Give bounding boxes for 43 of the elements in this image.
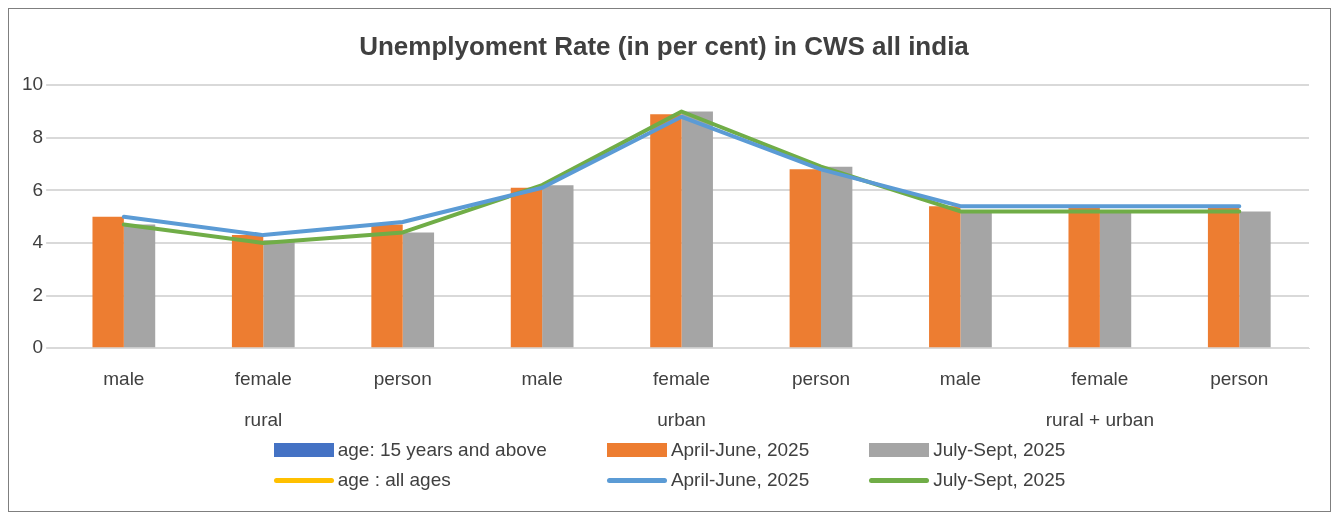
legend-label: age: 15 years and above	[337, 439, 547, 461]
bar	[929, 206, 961, 348]
bar	[821, 166, 853, 348]
x-tick-label: person	[791, 367, 851, 389]
bar	[402, 232, 435, 348]
text: urban	[657, 409, 706, 431]
bar	[960, 211, 992, 348]
bar	[231, 235, 264, 348]
y-tick-label: 8	[32, 126, 44, 148]
bar	[123, 224, 156, 348]
bar	[789, 169, 821, 348]
legend-label: April-June, 2025	[670, 469, 810, 491]
bar	[1068, 206, 1100, 348]
legend-label: July-Sept, 2025	[933, 439, 1066, 461]
x-tick-label: person	[1210, 367, 1269, 389]
bar	[1207, 206, 1240, 348]
legend-label: July-Sept, 2025	[933, 469, 1066, 491]
bar	[542, 185, 574, 348]
x-tick-label: female	[1071, 367, 1129, 389]
y-tick-label: 10	[21, 73, 44, 95]
x-tick-label: male	[103, 367, 145, 389]
x-tick-label: female	[653, 367, 711, 389]
text: rural	[244, 409, 283, 431]
bar	[263, 240, 295, 348]
bar	[510, 187, 543, 348]
y-tick-label: 6	[32, 178, 44, 200]
y-tick-label: 4	[32, 231, 44, 253]
y-tick-label: 0	[32, 336, 44, 358]
x-tick-label: male	[521, 367, 563, 389]
bar	[1239, 211, 1271, 348]
chart-title: Unemplyoment Rate (in per cent) in CWS all india	[359, 30, 970, 61]
bar	[92, 216, 124, 348]
legend-label: age : all ages	[337, 469, 451, 491]
x-tick-label: male	[939, 367, 982, 389]
y-tick-label: 2	[32, 283, 44, 305]
text: rural + urban	[1045, 409, 1154, 431]
bar	[371, 224, 403, 348]
bar	[1099, 211, 1132, 348]
bar	[650, 114, 682, 348]
legend-label: April-June, 2025	[670, 439, 810, 461]
x-tick-label: female	[234, 367, 292, 389]
bar	[681, 111, 713, 348]
x-tick-label: person	[373, 367, 432, 389]
